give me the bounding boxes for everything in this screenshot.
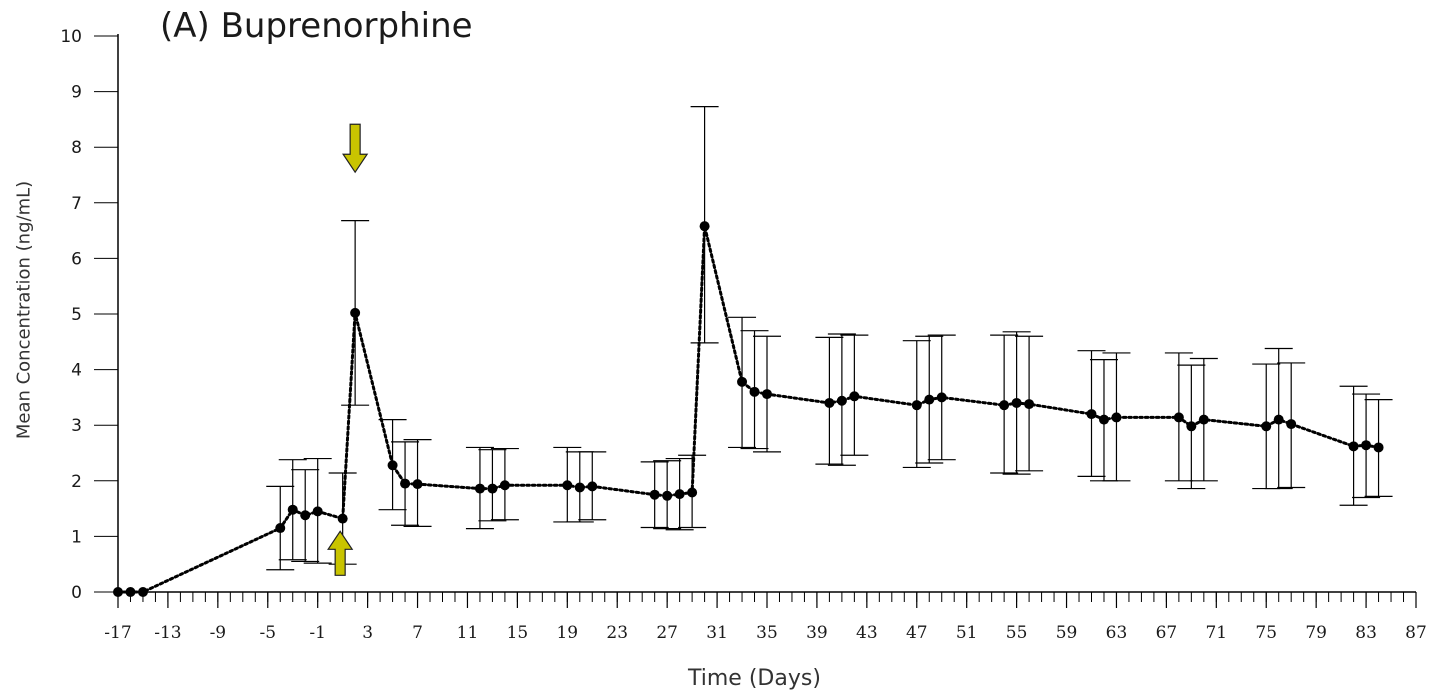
data-point xyxy=(562,480,573,491)
data-point xyxy=(836,395,847,406)
data-point xyxy=(337,513,348,524)
x-tick-label: 39 xyxy=(806,623,828,643)
y-tick-label: 6 xyxy=(71,249,82,269)
x-tick-label: 31 xyxy=(706,623,728,643)
x-tick-label: -9 xyxy=(210,623,227,643)
data-point xyxy=(1198,414,1209,425)
y-tick-label: 7 xyxy=(71,194,82,214)
y-tick-label: 1 xyxy=(71,527,82,547)
x-tick-label: 3 xyxy=(362,623,373,643)
arrow-up-icon xyxy=(327,530,354,576)
data-point xyxy=(1373,442,1384,453)
y-tick-label: 2 xyxy=(71,472,82,492)
data-point xyxy=(999,400,1010,411)
data-point xyxy=(113,587,123,597)
x-tick-label: -5 xyxy=(259,623,276,643)
x-tick-label: 7 xyxy=(412,623,423,643)
chart-title: (A) Buprenorphine xyxy=(160,6,473,46)
x-tick-label: 43 xyxy=(856,623,878,643)
x-tick-label: 47 xyxy=(906,623,928,643)
y-tick-label: 9 xyxy=(71,83,82,103)
data-point xyxy=(924,394,935,405)
x-tick-label: 79 xyxy=(1305,623,1327,643)
x-tick-label: 83 xyxy=(1355,623,1377,643)
data-point xyxy=(762,389,772,400)
data-point xyxy=(125,587,136,597)
data-point xyxy=(1111,412,1122,423)
data-point xyxy=(824,397,835,408)
data-point xyxy=(649,489,660,500)
data-point xyxy=(1186,421,1197,432)
data-point xyxy=(499,480,510,491)
x-tick-label: 71 xyxy=(1205,623,1227,643)
x-tick-label: -17 xyxy=(104,623,131,643)
y-tick-label: 10 xyxy=(60,27,82,47)
y-tick-label: 0 xyxy=(71,583,82,603)
x-tick-label: 15 xyxy=(507,623,529,643)
x-tick-label: 55 xyxy=(1006,623,1028,643)
data-point xyxy=(474,483,485,494)
data-point xyxy=(1348,441,1359,452)
y-tick-label: 4 xyxy=(71,361,82,381)
x-tick-label: 75 xyxy=(1255,623,1277,643)
data-point xyxy=(687,487,698,498)
x-tick-label: 51 xyxy=(956,623,978,643)
data-point xyxy=(350,307,361,318)
x-tick-label: 87 xyxy=(1405,623,1427,643)
data-point xyxy=(749,386,760,397)
data-point xyxy=(1361,440,1372,451)
data-point xyxy=(662,490,673,501)
data-point xyxy=(849,391,860,402)
data-point xyxy=(911,400,922,411)
data-point xyxy=(587,481,598,492)
data-point xyxy=(936,392,947,403)
x-tick-label: 19 xyxy=(556,623,578,643)
data-point xyxy=(312,506,323,517)
data-point xyxy=(1098,414,1109,425)
x-tick-label: 35 xyxy=(756,623,778,643)
data-point xyxy=(1086,409,1097,420)
x-tick-label: 59 xyxy=(1056,623,1078,643)
series-line xyxy=(116,225,1381,594)
data-point xyxy=(287,504,298,515)
data-point xyxy=(574,482,585,493)
data-point xyxy=(1011,397,1022,408)
data-point xyxy=(487,483,498,494)
data-point xyxy=(1286,419,1297,430)
data-point xyxy=(1024,399,1035,410)
data-point xyxy=(412,479,423,490)
data-point xyxy=(300,510,311,521)
data-point xyxy=(137,587,148,597)
data-point xyxy=(699,221,710,232)
x-tick-label: -1 xyxy=(309,623,326,643)
x-tick-label: -13 xyxy=(154,623,181,643)
arrow-down-icon xyxy=(342,123,369,174)
x-tick-label: 63 xyxy=(1106,623,1128,643)
data-point xyxy=(275,523,286,534)
x-axis-label: Time (Days) xyxy=(688,666,821,691)
data-point xyxy=(1273,414,1284,425)
data-point xyxy=(737,376,748,387)
y-tick-label: 5 xyxy=(71,305,82,325)
data-point xyxy=(400,478,411,489)
x-tick-label: 27 xyxy=(656,623,678,643)
x-tick-label: 67 xyxy=(1156,623,1178,643)
x-tick-label: 23 xyxy=(606,623,628,643)
x-tick-label: 11 xyxy=(457,623,479,643)
data-point xyxy=(1173,412,1184,423)
data-point xyxy=(387,460,398,471)
y-tick-label: 3 xyxy=(71,416,82,436)
y-tick-label: 8 xyxy=(71,138,82,158)
data-point xyxy=(1261,421,1272,432)
data-point xyxy=(674,489,685,500)
